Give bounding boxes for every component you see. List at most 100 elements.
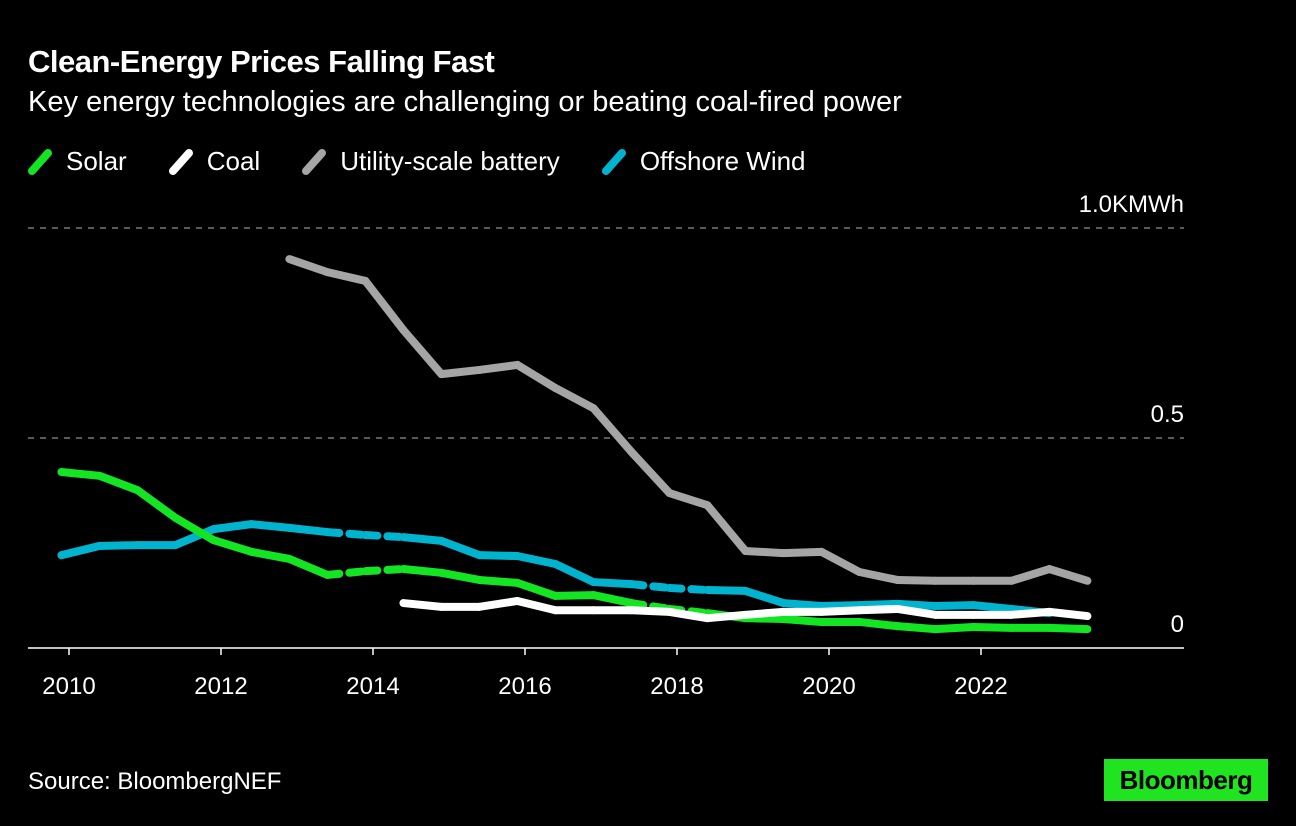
- series-segment: [1045, 623, 1092, 634]
- x-tick-label: 2020: [802, 673, 855, 700]
- legend-swatch-icon: [168, 148, 193, 175]
- y-tick-label: 0.5: [1151, 401, 1184, 428]
- series-segment: [475, 596, 522, 611]
- x-tick-label: 2012: [194, 673, 247, 700]
- series-segment: [893, 575, 940, 585]
- series-segment: [817, 606, 864, 616]
- series-segment: [399, 599, 446, 611]
- legend-label: Utility-scale battery: [340, 146, 560, 176]
- series-segment: [399, 326, 446, 379]
- series-segment: [437, 365, 484, 379]
- legend: Solar Coal Utility-scale battery Offshore W…: [28, 146, 848, 177]
- legend-item: Offshore Wind: [601, 146, 806, 177]
- series-segment: [247, 547, 294, 563]
- series-segment: [589, 578, 636, 589]
- series-segment: [399, 565, 446, 577]
- series-segment: [323, 528, 370, 540]
- series-segment: [741, 586, 788, 608]
- series-segment: [323, 567, 370, 579]
- x-tick-label: 2016: [498, 673, 551, 700]
- y-tick-label: 0: [1171, 611, 1184, 638]
- series-segment: [513, 596, 560, 615]
- x-tick-label: 2018: [650, 673, 703, 700]
- legend-label: Offshore Wind: [639, 146, 806, 176]
- series-segment: [475, 360, 522, 374]
- series-utility-scale-battery: [285, 255, 1092, 585]
- y-tick-label: 1.0KMWh: [1079, 191, 1184, 218]
- series-segment: [741, 607, 788, 619]
- series-segment: [779, 547, 826, 558]
- x-tick-label: 2010: [42, 673, 95, 700]
- series-segment: [361, 565, 408, 576]
- legend-label: Solar: [66, 146, 127, 176]
- series-segment: [665, 489, 712, 510]
- series-segment: [627, 580, 674, 592]
- legend-item: Utility-scale battery: [302, 146, 560, 177]
- series-segment: [437, 536, 484, 560]
- series-segment: [1045, 607, 1092, 621]
- series-coal: [399, 596, 1092, 623]
- series-segment: [741, 546, 788, 558]
- series-segment: [95, 541, 142, 550]
- legend-item: Solar: [28, 146, 127, 177]
- series-segment: [209, 536, 256, 556]
- legend-item: Coal: [168, 146, 261, 177]
- series-segment: [475, 551, 522, 561]
- series-segment: [437, 568, 484, 584]
- series-segment: [323, 268, 370, 285]
- series-segment: [285, 523, 332, 537]
- x-tick-label: 2014: [346, 673, 399, 700]
- series-segment: [513, 552, 560, 568]
- series-segment: [209, 520, 256, 534]
- series-segment: [893, 599, 940, 610]
- series-segment: [171, 513, 218, 545]
- bloomberg-logo: Bloomberg: [1104, 759, 1268, 801]
- x-tick-label: 2022: [954, 673, 1007, 700]
- series-segment: [361, 276, 408, 335]
- series-segment: [855, 604, 902, 615]
- series-segment: [551, 591, 598, 600]
- series-segment: [855, 599, 902, 610]
- series-segment: [1045, 565, 1092, 585]
- series-segment: [627, 606, 674, 616]
- series-segment: [95, 471, 142, 495]
- series-segment: [931, 623, 978, 634]
- series-segment: [703, 586, 750, 595]
- series-segment: [589, 591, 636, 608]
- series-segment: [513, 360, 560, 393]
- source-note: Source: BloombergNEF: [28, 768, 282, 795]
- chart-title: Clean-Energy Prices Falling Fast: [28, 44, 495, 79]
- series-segment: [513, 578, 560, 600]
- series-segment: [893, 604, 940, 619]
- series-segment: [969, 601, 1016, 613]
- series-segment: [627, 447, 674, 498]
- series-segment: [551, 560, 598, 587]
- series-segment: [969, 623, 1016, 632]
- series-segment: [893, 622, 940, 634]
- series-segment: [57, 541, 104, 560]
- chart-subtitle: Key energy technologies are challenging …: [28, 86, 902, 118]
- legend-swatch-icon: [302, 148, 327, 175]
- series-segment: [665, 583, 712, 595]
- series-segment: [855, 567, 902, 584]
- series-segment: [551, 384, 598, 413]
- series-segment: [57, 468, 104, 480]
- series-segment: [589, 404, 636, 456]
- series-segment: [855, 617, 902, 631]
- legend-swatch-icon: [28, 148, 52, 175]
- series-segment: [779, 615, 826, 626]
- series-segment: [703, 501, 750, 555]
- series-segment: [399, 533, 446, 545]
- series-segment: [285, 554, 332, 579]
- series-segment: [1007, 607, 1054, 619]
- series-segment: [779, 599, 826, 610]
- series-segment: [133, 486, 180, 522]
- series-segment: [665, 607, 712, 623]
- legend-label: Coal: [206, 146, 261, 176]
- series-segment: [817, 547, 864, 576]
- legend-swatch-icon: [601, 148, 626, 175]
- series-segment: [931, 601, 978, 610]
- series-segment: [703, 610, 750, 623]
- series-segment: [285, 255, 332, 277]
